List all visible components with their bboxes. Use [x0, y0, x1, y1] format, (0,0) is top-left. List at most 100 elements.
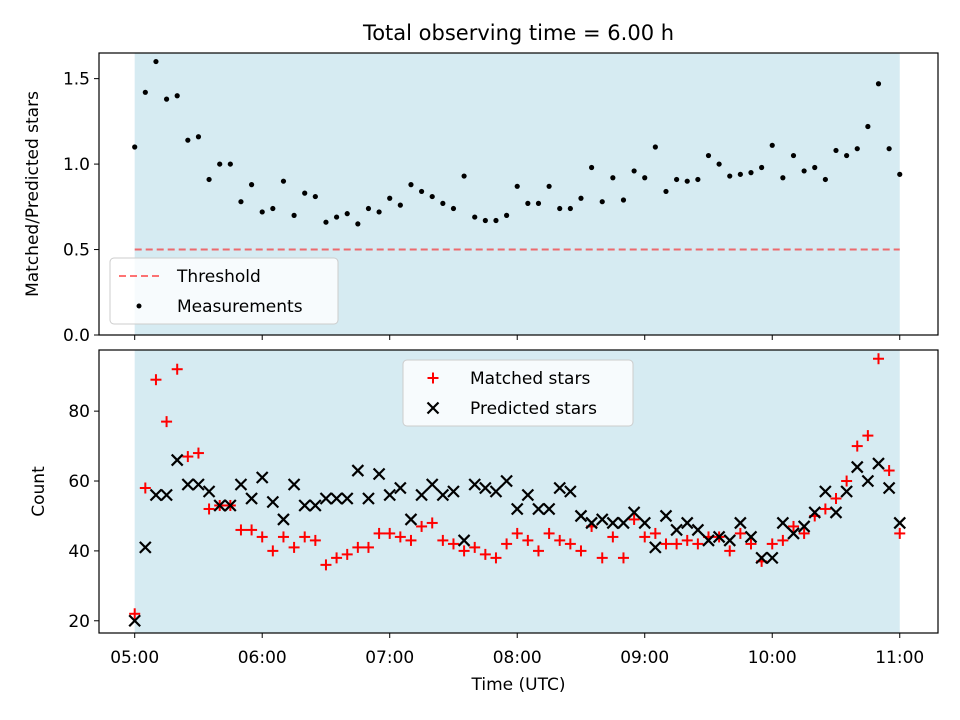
cross-stroke	[659, 509, 673, 523]
measurement-point	[206, 176, 212, 183]
measurement-point	[705, 152, 712, 159]
measurement-point	[153, 58, 159, 65]
cross-stroke	[521, 488, 535, 502]
matched-star-point	[532, 545, 544, 557]
predicted-star-point	[160, 488, 173, 502]
legend-matched-swatch	[427, 372, 439, 384]
cross-stroke	[298, 499, 311, 512]
cross-stroke	[149, 488, 163, 502]
cross-stroke	[542, 502, 556, 516]
cross-stroke	[819, 485, 832, 498]
predicted-star-point	[606, 516, 620, 530]
cross-stroke	[128, 614, 141, 628]
cross-stroke	[330, 492, 343, 505]
measurement-point	[323, 219, 329, 225]
ratio-panel: 0.0 0.5 1.0 1.5 Matched/Predicted stars Thr…	[23, 52, 939, 346]
matched-star-point	[872, 353, 884, 365]
measurement-point	[589, 164, 595, 171]
measurement-point	[865, 123, 871, 130]
measurement-point	[440, 200, 446, 206]
cross-stroke	[479, 481, 492, 495]
x-tick-label: 10:00	[748, 648, 797, 668]
cross-stroke	[340, 492, 354, 505]
predicted-star-point	[319, 492, 333, 505]
matched-star-point	[458, 545, 470, 557]
cross-stroke	[425, 478, 439, 491]
x-axis-label: Time (UTC)	[471, 675, 566, 695]
matched-star-point	[639, 531, 651, 543]
predicted-star-point	[468, 478, 482, 491]
matched-star-point	[416, 520, 428, 532]
cross-stroke	[489, 485, 503, 498]
cross-stroke	[893, 516, 907, 530]
predicted-star-point	[638, 516, 652, 530]
cross-stroke	[426, 401, 440, 415]
matched-star-point	[139, 482, 151, 494]
legend-measurements-label: Measurements	[177, 297, 303, 317]
matched-star-point	[543, 527, 555, 539]
measurement-point	[418, 188, 425, 195]
predicted-star-point	[266, 495, 280, 509]
predicted-star-point	[479, 481, 492, 495]
y-tick-label: 1.0	[63, 155, 90, 175]
legend-cross-marker	[426, 401, 440, 415]
cross-stroke	[468, 478, 482, 491]
matched-star-point	[649, 527, 661, 539]
predicted-star-point	[309, 499, 322, 512]
measurement-point	[344, 211, 350, 217]
matched-star-point	[734, 527, 746, 539]
predicted-star-point	[500, 474, 513, 488]
predicted-star-point	[489, 485, 503, 498]
cross-stroke	[170, 453, 184, 467]
measurement-point	[769, 142, 775, 148]
predicted-star-point	[404, 513, 418, 526]
matched-star-point	[192, 447, 204, 459]
matched-star-point	[671, 538, 683, 550]
predicted-star-point	[702, 534, 715, 547]
predicted-star-point	[617, 516, 630, 530]
measurement-point	[450, 205, 457, 212]
matched-star-point	[469, 541, 481, 553]
predicted-star-point	[723, 534, 737, 547]
measurement-point	[748, 170, 754, 176]
cross-stroke	[574, 509, 588, 523]
predicted-star-point	[744, 530, 758, 544]
matched-star-point	[745, 538, 757, 550]
ratio-marks	[132, 58, 903, 251]
y-tick-label: 60	[68, 472, 90, 492]
legend-threshold-label: Threshold	[176, 267, 261, 287]
measurement-point	[716, 161, 722, 167]
count-axes: 20 40 60 80 05:00 06:00 07:00 08:00 09:00 10:00 11…	[68, 402, 924, 668]
cross-stroke	[245, 492, 258, 505]
measurement-point	[227, 161, 233, 167]
matched-star-point	[554, 534, 566, 546]
matched-star-point	[692, 538, 704, 550]
measurement-point	[333, 214, 340, 220]
cross-stroke	[617, 516, 630, 530]
matched-star-point	[841, 475, 853, 487]
predicted-star-point	[893, 516, 907, 530]
cross-stroke	[319, 492, 333, 505]
ratio-legend-box	[109, 257, 339, 325]
matched-star-point	[830, 492, 842, 504]
cross-stroke	[447, 485, 460, 498]
matched-star-point	[787, 520, 799, 532]
predicted-star-point	[585, 516, 598, 530]
predicted-star-point	[553, 481, 567, 495]
measurement-point	[472, 214, 478, 220]
matched-star-point	[798, 527, 810, 539]
cross-stroke	[829, 506, 843, 519]
measurement-point	[291, 212, 297, 218]
measurement-point	[578, 195, 584, 201]
predicted-star-point	[362, 492, 375, 505]
matched-star-point	[171, 363, 183, 375]
predicted-star-point	[755, 551, 768, 565]
predicted-star-point	[850, 460, 864, 474]
cross-stroke	[861, 474, 875, 488]
matched-star-point	[894, 527, 906, 539]
predicted-star-point	[829, 506, 843, 519]
measurement-point	[557, 205, 563, 212]
predicted-star-point	[649, 541, 662, 554]
cross-stroke	[457, 534, 471, 547]
predicted-star-point	[670, 523, 683, 537]
